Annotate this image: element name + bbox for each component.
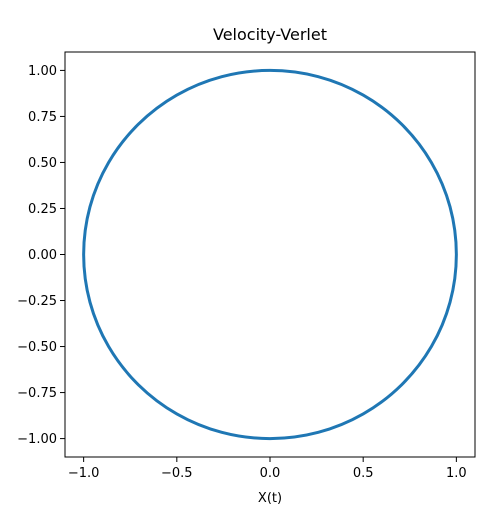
y-tick-label: 0.50: [28, 156, 57, 171]
chart-title: Velocity-Verlet: [213, 25, 327, 44]
y-tick-label: −0.50: [17, 340, 57, 355]
x-tick-label: 1.0: [446, 466, 467, 481]
x-tick-label: −1.0: [68, 466, 100, 481]
series-line-trajectory: [82, 68, 458, 441]
y-axis-ticks: 1.00 0.75 0.50 0.25 0.00 −0.25 −0.50 −0.75 −1.00: [17, 64, 65, 447]
y-tick-label: 0.25: [28, 202, 57, 217]
plot-area: [82, 68, 458, 441]
y-tick-label: 0.00: [28, 248, 57, 263]
y-tick-label: 0.75: [28, 110, 57, 125]
x-axis-ticks: −1.0 −0.5 0.0 0.5 1.0: [68, 457, 467, 481]
x-tick-label: −0.5: [161, 466, 193, 481]
y-tick-label: −0.75: [17, 386, 57, 401]
y-tick-label: −1.00: [17, 432, 57, 447]
x-tick-label: 0.0: [260, 466, 281, 481]
x-axis-label: X(t): [258, 491, 282, 506]
y-tick-label: 1.00: [28, 64, 57, 79]
axes-frame: [64, 51, 476, 458]
y-tick-label: −0.25: [17, 294, 57, 309]
x-tick-label: 0.5: [353, 466, 374, 481]
